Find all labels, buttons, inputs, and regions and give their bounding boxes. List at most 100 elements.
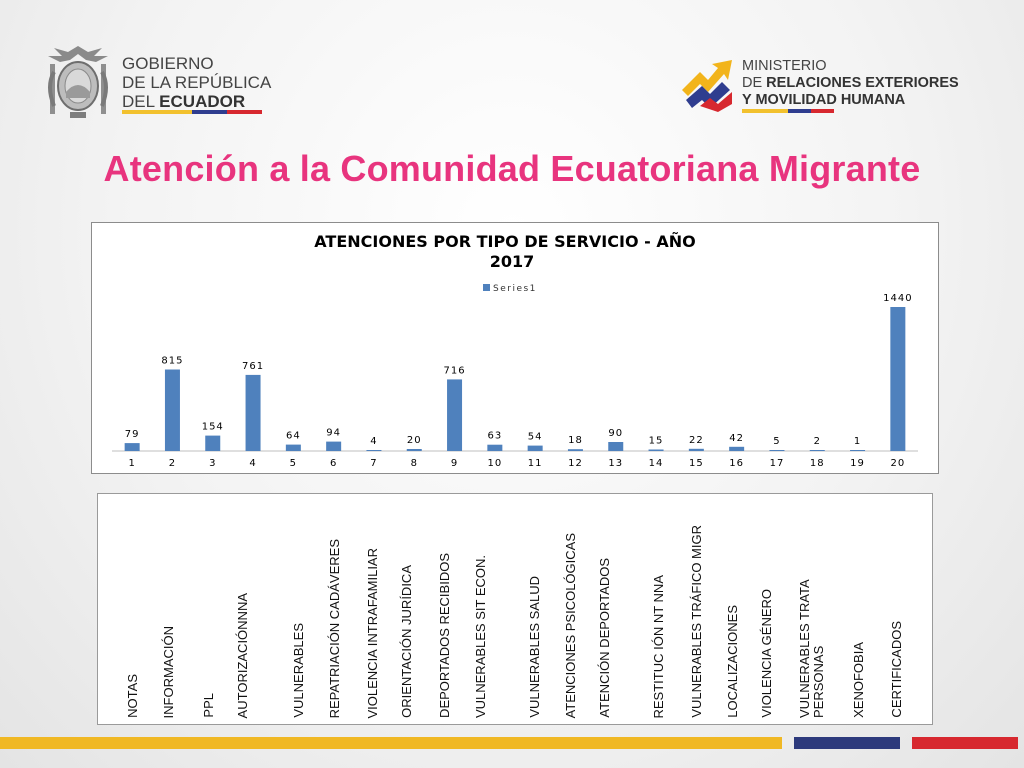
ministry-name: MINISTERIO DE RELACIONES EXTERIORES Y MO… [742,58,959,109]
tick-label-9: 9 [451,458,458,469]
bar-5 [285,444,301,451]
value-label-19: 1 [854,436,861,447]
category-labels-panel: NOTAS INFORMACIÓN PPL AUTORIZACIÓNNNA VULNER… [97,493,933,725]
ministry-line-3: Y MOVILIDAD HUMANA [742,92,906,108]
tick-label-13: 13 [608,458,623,469]
value-label-3: 154 [202,422,224,433]
bar-17 [769,450,785,451]
category-label-16: LOCALIZACIONES [725,605,740,718]
gov-line-3-bold: ECUADOR [159,92,246,111]
category-label-12: ATENCIONES PSICOLÓGICAS [563,532,578,718]
tick-label-20: 20 [890,458,905,469]
value-label-6: 94 [326,428,341,439]
tick-label-15: 15 [689,458,704,469]
ministry-arrows-icon [682,60,732,112]
bar-chart: ATENCIONES POR TIPO DE SERVICIO - AÑO 20… [91,222,939,474]
category-label-10: VULNERABLES SIT ECON. [473,554,488,718]
ministry-line-2-bold: RELACIONES EXTERIORES [766,75,959,91]
chart-legend: Series1 [483,284,537,294]
tick-label-18: 18 [810,458,825,469]
category-label-17: VIOLENCIA GÉNERO [759,589,774,718]
category-label-9: DEPORTADOS RECIBIDOS [437,553,452,718]
category-label-4: AUTORIZACIÓNNNA [235,592,250,718]
tick-label-5: 5 [290,458,297,469]
bar-11 [527,445,543,451]
value-label-16: 42 [729,433,744,444]
bars-group [124,307,906,451]
bar-8 [406,449,422,451]
bar-7 [366,450,382,451]
value-label-8: 20 [407,435,422,446]
page-title: Atención a la Comunidad Ecuatoriana Migr… [103,148,921,189]
government-name: GOBIERNO DE LA REPÚBLICA DEL ECUADOR [122,54,271,111]
tick-label-16: 16 [729,458,744,469]
ministry-flag-stripe [742,109,834,113]
value-label-9: 716 [444,365,466,376]
gov-line-3-regular: DEL [122,92,160,111]
value-label-12: 18 [568,435,583,446]
bar-6 [326,441,342,451]
tick-label-17: 17 [770,458,785,469]
value-label-1: 79 [125,429,140,440]
bar-12 [567,449,583,451]
value-labels-group: 79 815 154 761 64 94 4 20 716 63 54 18 90 15 22 42 5 2 1 14… [125,293,912,447]
chart-title-line-1: ATENCIONES POR TIPO DE SERVICIO - AÑO [314,232,695,251]
value-label-17: 5 [773,436,780,447]
footer-stripe-red [912,737,1018,749]
category-label-3: PPL [201,693,216,718]
tick-label-1: 1 [128,458,135,469]
tick-label-8: 8 [411,458,418,469]
tick-label-11: 11 [528,458,543,469]
category-label-8: ORIENTACIÓN JURÍDICA [399,565,414,718]
gov-line-1: GOBIERNO [122,54,214,73]
ministry-logo: MINISTERIO DE RELACIONES EXTERIORES Y MO… [678,52,978,122]
value-label-18: 2 [814,436,821,447]
tick-labels-group: 1 2 3 4 5 6 7 8 9 10 11 12 13 14 15 16 17 18 19 20 [128,458,905,469]
category-label-11: VULNERABLES SALUD [527,576,542,718]
bar-4 [245,374,261,451]
category-label-1: NOTAS [125,674,140,718]
ministry-line-2: DE RELACIONES EXTERIORES [742,75,959,92]
footer-stripe-blue [794,737,900,749]
value-label-4: 761 [242,361,264,372]
category-label-7: VIOLENCIA INTRAFAMILIAR [365,547,380,719]
category-label-6: REPATRIACIÓN CADÁVERES [327,538,342,718]
value-label-11: 54 [528,432,543,443]
category-label-19: XENOFOBIA [851,642,866,718]
value-label-7: 4 [370,436,377,447]
value-label-10: 63 [487,431,502,442]
category-label-20: CERTIFICADOS [889,621,904,718]
value-label-13: 90 [608,428,623,439]
bar-1 [124,443,140,451]
category-label-13: ATENCIÓN DEPORTADOS [597,558,612,718]
legend-swatch [483,284,490,291]
tick-label-7: 7 [370,458,377,469]
chart-canvas: ATENCIONES POR TIPO DE SERVICIO - AÑO 20… [112,232,918,469]
tick-label-14: 14 [649,458,664,469]
legend-label: Series1 [493,284,537,294]
tick-label-12: 12 [568,458,583,469]
bar-3 [205,435,221,451]
chart-title-line-2: 2017 [490,252,535,271]
bar-20 [890,307,906,451]
ministry-line-2-regular: DE [742,75,767,91]
tick-label-4: 4 [249,458,256,469]
category-label-14: RESTITUC IÓN NT NNA [651,574,666,719]
tick-label-2: 2 [169,458,176,469]
bar-9 [447,379,463,451]
bar-10 [487,444,503,451]
value-label-15: 22 [689,435,704,446]
tick-label-10: 10 [487,458,502,469]
government-logo: GOBIERNO DE LA REPÚBLICA DEL ECUADOR [40,40,280,125]
category-label-2: INFORMACIÓN [161,625,176,718]
bar-19 [850,450,866,451]
gov-line-3: DEL ECUADOR [122,92,271,111]
tick-label-6: 6 [330,458,337,469]
ministry-line-1: MINISTERIO [742,58,827,74]
bar-18 [809,450,825,451]
value-label-14: 15 [649,436,664,447]
value-label-5: 64 [286,431,301,442]
gov-line-2: DE LA REPÚBLICA [122,73,272,92]
bar-16 [729,446,745,451]
tick-label-3: 3 [209,458,216,469]
